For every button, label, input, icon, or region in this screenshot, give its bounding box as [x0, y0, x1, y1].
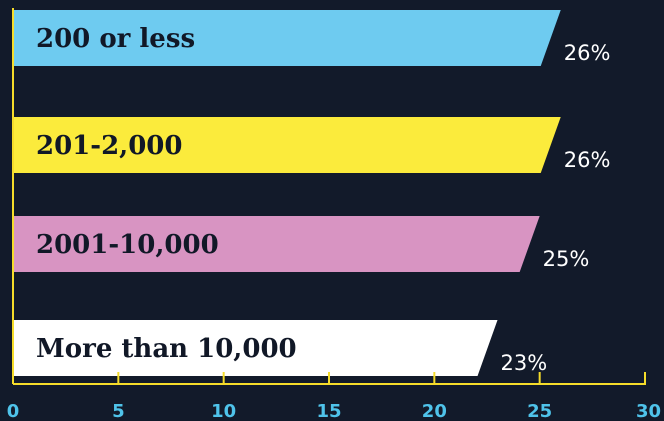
value-label: 23% [501, 351, 548, 375]
bar-0 [13, 10, 561, 66]
value-label: 26% [564, 41, 611, 65]
bar-3 [13, 320, 498, 376]
x-tick-label: 25 [527, 401, 552, 421]
x-tick-label: 30 [636, 401, 661, 421]
bar-1 [13, 117, 561, 173]
x-tick-label: 15 [316, 401, 341, 421]
value-label: 25% [543, 247, 590, 271]
category-label: More than 10,000 [36, 334, 297, 364]
value-label: 26% [564, 148, 611, 172]
category-label: 2001-10,000 [36, 230, 219, 260]
bar-2 [13, 216, 540, 272]
axis-layer: 0 5 10 15 20 25 30 [7, 8, 661, 421]
x-tick-label: 10 [211, 401, 236, 421]
bars-layer: 200 or less 26% 201-2,000 26% 2001-10,000 25%… [13, 10, 610, 376]
x-tick-label: 20 [422, 401, 447, 421]
category-label: 201-2,000 [36, 131, 182, 161]
x-tick-label: 5 [112, 401, 125, 421]
category-label: 200 or less [36, 24, 195, 54]
x-tick-label: 0 [7, 401, 20, 421]
